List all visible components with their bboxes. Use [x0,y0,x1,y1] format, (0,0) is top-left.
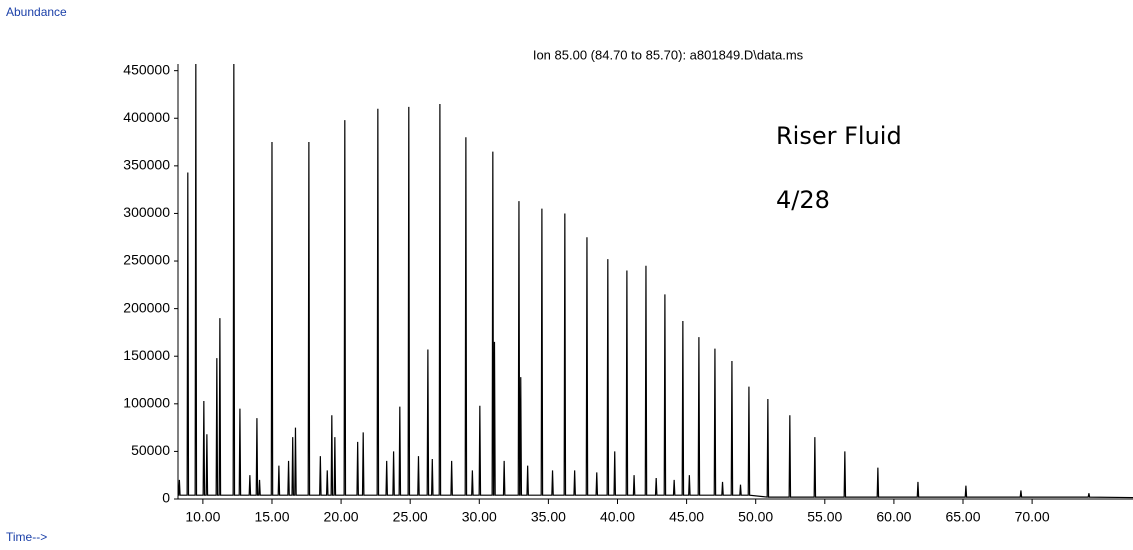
y-axis-label: Abundance [6,5,67,19]
x-tick-label: 30.00 [462,509,497,525]
x-tick-label: 15.00 [254,509,289,525]
y-tick-label: 0 [162,490,170,506]
x-axis-label: Time--> [6,530,47,544]
annotation: Riser Fluid [776,122,902,150]
x-tick-label: 55.00 [807,509,842,525]
x-tick-label: 25.00 [393,509,428,525]
x-tick-label: 70.00 [1015,509,1050,525]
trace [178,63,1133,499]
x-tick-label: 20.00 [324,509,359,525]
y-tick-label: 300000 [123,204,170,220]
x-tick-label: 50.00 [738,509,773,525]
y-tick-label: 400000 [123,109,170,125]
y-tick-label: 450000 [123,61,170,77]
x-tick-label: 10.00 [185,509,220,525]
x-tick-label: 40.00 [600,509,635,525]
y-tick-label: 350000 [123,157,170,173]
y-tick-label: 250000 [123,252,170,268]
x-tick-label: 65.00 [945,509,980,525]
x-tick-label: 60.00 [876,509,911,525]
chart-title: Ion 85.00 (84.70 to 85.70): a801849.D\da… [533,47,804,62]
y-tick-label: 50000 [131,442,170,458]
y-tick-label: 150000 [123,347,170,363]
x-tick-label: 45.00 [669,509,704,525]
y-tick-label: 200000 [123,299,170,315]
annotation: 4/28 [776,186,830,214]
y-tick-label: 100000 [123,395,170,411]
x-tick-label: 35.00 [531,509,566,525]
